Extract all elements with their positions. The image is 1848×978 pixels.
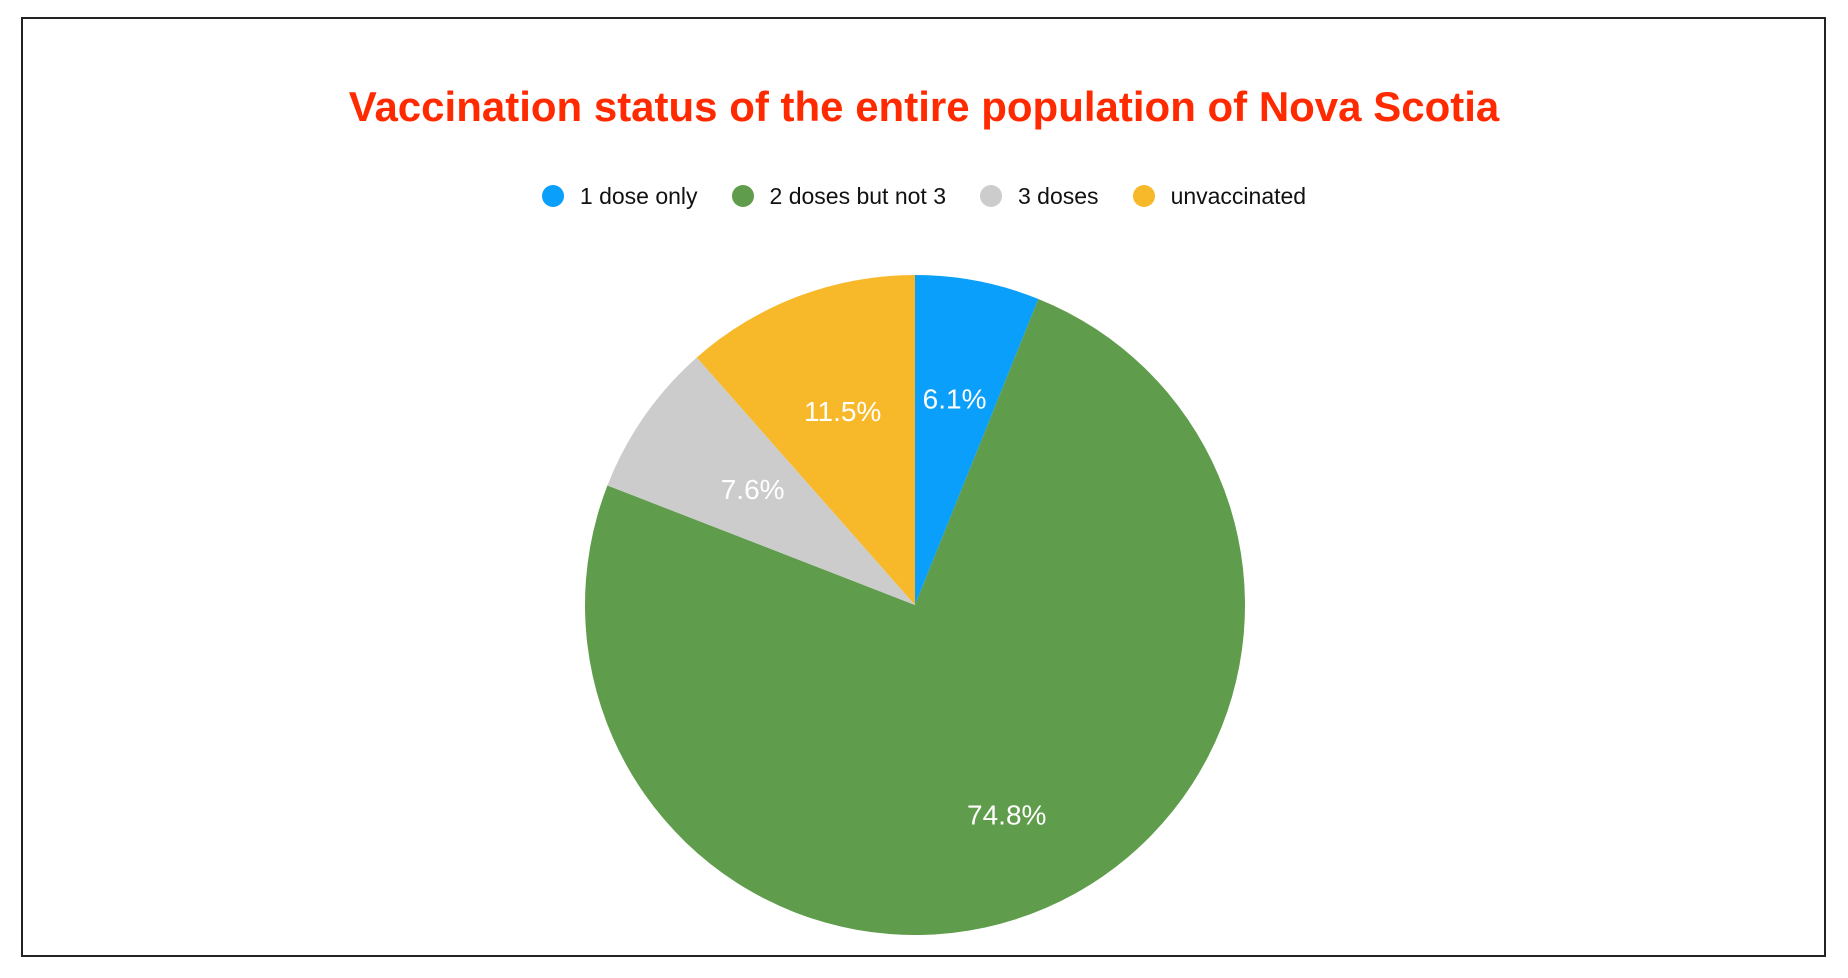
slice-label-1-dose-only: 6.1% <box>923 383 987 414</box>
legend-swatch-2-doses-but-not-3 <box>731 185 754 207</box>
legend-item-1-dose-only[interactable]: 1 dose only <box>541 182 698 210</box>
pie-slice-2-doses-but-not-3[interactable] <box>584 298 1245 935</box>
slice-label-2-doses-but-not-3: 74.8% <box>967 799 1046 830</box>
legend-swatch-3-doses <box>980 185 1002 207</box>
legend-label-1-dose-only: 1 dose only <box>579 182 698 209</box>
chart-title: Vaccination status of the entire populat… <box>348 83 1500 130</box>
pie-slice-unvaccinated[interactable] <box>696 275 915 605</box>
legend-label-2-doses-but-not-3: 2 doses but not 3 <box>769 182 946 209</box>
legend-item-unvaccinated[interactable]: unvaccinated <box>1132 182 1307 210</box>
slice-label-unvaccinated: 11.5% <box>804 396 881 427</box>
slice-label-3-doses: 7.6% <box>721 474 785 505</box>
legend-label-3-doses: 3 doses <box>1018 182 1099 209</box>
legend-item-2-doses-but-not-3[interactable]: 2 doses but not 3 <box>731 182 946 210</box>
legend-item-3-doses[interactable]: 3 doses <box>980 183 1099 210</box>
legend-swatch-1-dose-only <box>541 185 564 207</box>
pie-slice-1-dose-only[interactable] <box>915 275 1039 605</box>
pie-slice-3-doses[interactable] <box>607 357 915 605</box>
legend-swatch-unvaccinated <box>1132 185 1155 207</box>
legend-label-unvaccinated: unvaccinated <box>1170 182 1307 209</box>
chart-legend: 1 dose only 2 doses but not 3 3 doses un… <box>0 178 1848 214</box>
